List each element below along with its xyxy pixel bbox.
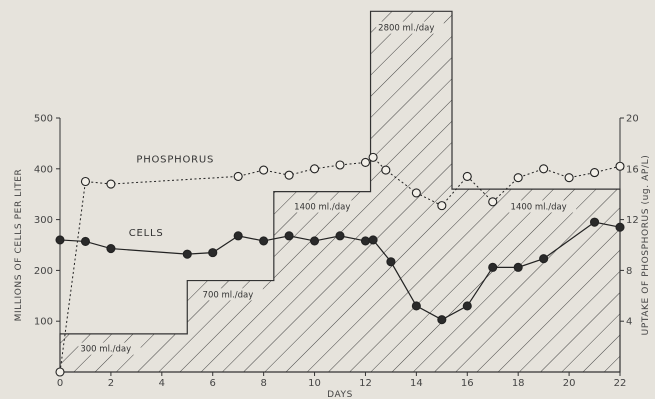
phosphorus-point xyxy=(381,165,391,175)
y-tick-label: 400 xyxy=(34,164,53,175)
annotations: 300 ml./day 700 ml./day 1400 ml./day 2800 m… xyxy=(78,21,577,355)
cells-point xyxy=(335,231,345,241)
cells-point xyxy=(309,236,320,246)
cells-point xyxy=(259,236,269,246)
cells-point xyxy=(437,315,447,325)
y2-tick-label: 16 xyxy=(626,164,639,175)
cells-point xyxy=(386,257,396,267)
flow-label-bg xyxy=(376,21,444,34)
flow-rate-label: 1400 ml./day xyxy=(294,202,350,212)
x-tick-label: 10 xyxy=(308,378,321,389)
cells-point xyxy=(208,248,218,258)
y2-tick-label: 8 xyxy=(626,266,632,277)
flow-rate-label: 2800 ml./day xyxy=(378,24,434,34)
flow-label-bg xyxy=(78,342,141,355)
cells-point xyxy=(488,262,498,272)
tick-labels: 0 2 4 6 8 10 12 14 16 18 20 22 100 200 300 400 500 4 8 12 16… xyxy=(34,114,639,390)
phosphorus-point xyxy=(539,164,549,174)
phosphorus-point xyxy=(80,176,91,187)
x-tick-label: 8 xyxy=(260,378,266,389)
phosphorus-point xyxy=(615,161,625,171)
flow-label-bg xyxy=(292,200,360,213)
x-tick-label: 4 xyxy=(159,378,165,389)
flow-label-bg xyxy=(508,200,577,213)
series-label: CELLS xyxy=(129,228,164,239)
x-tick-label: 20 xyxy=(563,378,576,389)
cells-point xyxy=(284,231,294,241)
cells-point xyxy=(539,254,549,264)
cells-point xyxy=(233,231,243,241)
flow-rate-label: 300 ml./day xyxy=(80,345,131,355)
flow-rate-area xyxy=(59,10,621,373)
data-series xyxy=(55,152,625,377)
phosphorus-point xyxy=(589,168,600,178)
x-tick-label: 18 xyxy=(512,378,525,389)
y2-axis-label: UPTAKE OF PHOSPHORUS (ug. AP/L) xyxy=(641,155,651,336)
cells-point xyxy=(182,249,192,259)
cells-point xyxy=(360,236,371,246)
cells-point xyxy=(106,244,116,254)
flow-rate-label: 700 ml./day xyxy=(203,290,254,300)
phosphorus-point xyxy=(488,197,498,207)
y-tick-label: 300 xyxy=(34,215,53,226)
cells-point xyxy=(513,262,523,272)
y-tick-label: 100 xyxy=(34,317,53,328)
cells-point xyxy=(55,235,65,245)
phosphorus-point xyxy=(335,160,345,170)
phosphorus-point xyxy=(284,170,294,180)
phosphorus-point xyxy=(368,152,378,162)
phosphorus-point xyxy=(233,171,243,181)
x-tick-label: 22 xyxy=(614,378,627,389)
axes xyxy=(59,118,621,373)
cells-point xyxy=(411,301,421,311)
series-label: PHOSPHORUS xyxy=(136,155,214,166)
y-tick-label: 200 xyxy=(34,266,53,277)
flow-rate-layer xyxy=(59,10,621,373)
x-tick-label: 16 xyxy=(461,378,474,389)
phosphorus-point xyxy=(411,188,421,198)
x-tick-label: 12 xyxy=(359,378,372,389)
cells-point xyxy=(615,222,625,232)
phosphorus-point xyxy=(513,173,523,183)
phosphorus-point xyxy=(437,201,447,211)
cells-point xyxy=(368,235,378,245)
x-tick-label: 2 xyxy=(108,378,114,389)
y2-tick-label: 4 xyxy=(626,317,632,328)
x-tick-label: 0 xyxy=(57,378,63,389)
phosphorus-point xyxy=(259,165,269,175)
cells-point xyxy=(589,217,600,227)
phosphorus-point xyxy=(564,173,574,183)
phosphorus-point xyxy=(55,367,65,377)
flow-rate-label: 1400 ml./day xyxy=(511,202,567,212)
y2-tick-label: 12 xyxy=(626,215,639,226)
y-tick-label: 500 xyxy=(34,114,53,125)
phosphorus-point xyxy=(360,157,371,167)
phosphorus-point xyxy=(462,171,472,181)
flow-label-bg xyxy=(200,288,263,301)
cells-point xyxy=(80,236,91,246)
x-axis-label: DAYS xyxy=(327,390,353,399)
phosphorus-point xyxy=(106,179,116,189)
cells-point xyxy=(462,301,472,311)
x-tick-label: 14 xyxy=(410,378,423,389)
phosphorus-point xyxy=(309,164,320,174)
y2-tick-label: 20 xyxy=(626,114,639,125)
x-tick-label: 6 xyxy=(210,378,216,389)
y-axis-label: MILLIONS OF CELLS PER LITER xyxy=(14,169,24,322)
